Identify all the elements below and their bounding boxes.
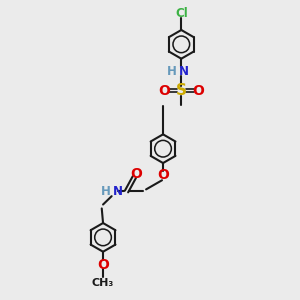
Text: H: H xyxy=(167,65,177,78)
Text: N: N xyxy=(179,65,189,78)
Text: Cl: Cl xyxy=(175,7,188,20)
Text: O: O xyxy=(192,83,204,98)
Text: S: S xyxy=(176,83,187,98)
Text: O: O xyxy=(157,167,169,182)
Text: CH₃: CH₃ xyxy=(92,278,114,287)
Text: O: O xyxy=(159,83,170,98)
Text: O: O xyxy=(97,258,109,272)
Text: N: N xyxy=(113,185,123,198)
Text: H: H xyxy=(101,185,111,198)
Text: O: O xyxy=(130,167,142,181)
